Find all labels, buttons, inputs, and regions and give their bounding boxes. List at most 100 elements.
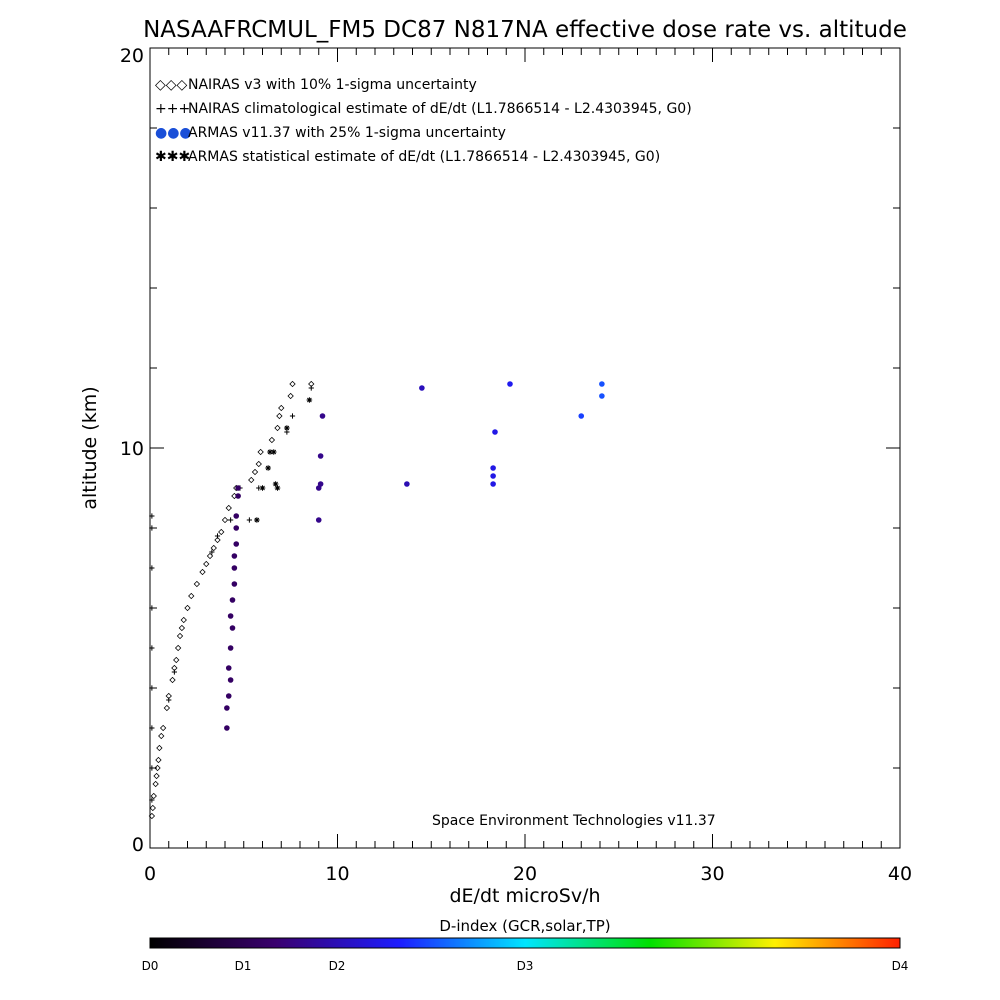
y-tick-label-10: 10 <box>120 438 144 460</box>
y-tick-label-0: 0 <box>132 834 144 856</box>
nairas-point <box>203 560 210 568</box>
colorbar-label-d4: D4 <box>892 959 909 973</box>
armas-point <box>490 473 496 479</box>
nairas-point <box>149 804 156 812</box>
armas-point <box>317 453 324 459</box>
axis-ticks <box>149 47 901 849</box>
armas-point <box>492 429 498 435</box>
nairas-climatological-point <box>289 413 296 419</box>
x-tick-label-20: 20 <box>513 863 537 885</box>
legend-marker-armas-statistical: ✱✱✱ <box>155 149 190 165</box>
armas-point <box>404 481 410 487</box>
nairas-climatological-point <box>246 517 252 523</box>
armas-statistical-point <box>265 465 271 471</box>
nairas-point <box>218 528 225 536</box>
nairas-point <box>173 656 180 664</box>
armas-statistical-point <box>272 481 279 487</box>
armas-statistical-point <box>274 485 281 491</box>
armas-point <box>227 677 234 683</box>
armas-statistical-point <box>270 449 277 455</box>
nairas-point <box>153 772 160 780</box>
legend-label-armas-statistical: ARMAS statistical estimate of dE/dt (L1.… <box>188 149 660 165</box>
armas-statistical-point <box>306 397 313 403</box>
y-tick-label-20: 20 <box>120 45 144 67</box>
nairas-point <box>178 624 186 632</box>
nairas-climatological-point <box>149 605 155 611</box>
nairas-point <box>180 616 187 624</box>
data-points <box>148 380 605 820</box>
nairas-climatological-point <box>228 517 234 523</box>
legend-marker-armas: ●●● <box>155 125 192 141</box>
armas-point <box>227 645 234 651</box>
chart-title: NASAAFRCMUL_FM5 DC87 N817NA effective do… <box>143 17 907 43</box>
armas-point <box>235 493 241 499</box>
nairas-point <box>221 516 229 524</box>
nairas-point <box>188 592 195 600</box>
nairas-point <box>248 476 255 484</box>
nairas-point <box>287 392 294 400</box>
armas-point <box>225 665 232 671</box>
plot-frame <box>149 47 901 849</box>
armas-point <box>599 393 605 399</box>
nairas-point <box>210 544 217 552</box>
armas-point <box>224 725 230 731</box>
nairas-point <box>155 756 162 764</box>
y-axis-label: altitude (km) <box>79 386 101 509</box>
armas-statistical-point <box>254 517 260 523</box>
nairas-climatological-point <box>171 669 177 675</box>
nairas-climatological-point <box>149 513 155 519</box>
armas-point <box>599 381 605 387</box>
legend-label-nairas: NAIRAS v3 with 10% 1-sigma uncertainty <box>188 77 477 93</box>
credit-label: Space Environment Technologies v11.37 <box>432 813 716 829</box>
armas-point <box>319 413 326 419</box>
nairas-point <box>158 732 165 740</box>
armas-point <box>233 513 240 519</box>
nairas-climatological-point <box>149 645 155 651</box>
armas-statistical-point <box>284 425 290 431</box>
armas-point <box>229 597 236 603</box>
nairas-climatological-point <box>209 549 215 555</box>
nairas-point <box>150 792 157 800</box>
legend-label-armas: ARMAS v11.37 with 25% 1-sigma uncertaint… <box>188 125 506 141</box>
nairas-point <box>159 724 167 732</box>
nairas-point <box>255 460 262 468</box>
x-tick-label-40: 40 <box>888 863 912 885</box>
armas-statistical-point <box>259 485 266 491</box>
nairas-point <box>148 812 156 820</box>
colorbar-title: D-index (GCR,solar,TP) <box>439 917 610 935</box>
nairas-point <box>225 504 232 512</box>
x-tick-label-0: 0 <box>144 863 156 885</box>
nairas-point <box>184 604 191 612</box>
armas-point <box>490 481 496 487</box>
nairas-point <box>276 412 283 420</box>
nairas-climatological-point <box>166 697 172 703</box>
armas-point <box>507 381 513 387</box>
armas-point <box>231 565 238 571</box>
nairas-climatological-point <box>149 525 155 531</box>
armas-point <box>233 541 240 547</box>
nairas-point <box>154 764 161 772</box>
colorbar-label-d2: D2 <box>329 959 346 973</box>
nairas-point <box>174 644 182 652</box>
armas-point <box>224 705 230 711</box>
nairas-point <box>274 424 281 432</box>
legend-label-nairas-climatological: NAIRAS climatological estimate of dE/dt … <box>188 101 692 117</box>
nairas-point <box>251 468 259 476</box>
armas-statistical-point <box>267 449 273 455</box>
armas-point <box>227 613 234 619</box>
armas-point <box>231 581 238 587</box>
armas-point <box>225 693 232 699</box>
nairas-point <box>289 380 296 388</box>
nairas-point <box>156 744 163 752</box>
colorbar <box>149 937 901 949</box>
nairas-climatological-point <box>149 797 155 803</box>
x-tick-label-10: 10 <box>325 863 349 885</box>
armas-point <box>490 465 496 471</box>
armas-point <box>315 517 322 523</box>
nairas-climatological-point <box>214 533 221 539</box>
nairas-climatological-point <box>149 765 155 771</box>
nairas-point <box>163 704 171 712</box>
nairas-point <box>193 580 201 588</box>
nairas-point <box>169 676 176 684</box>
armas-point <box>229 625 236 631</box>
